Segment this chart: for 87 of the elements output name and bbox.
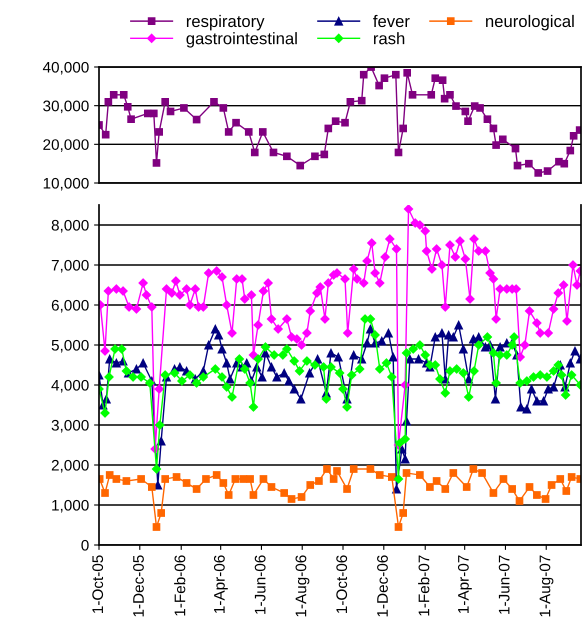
x-tick-label: 1-Dec-05: [133, 555, 144, 616]
x-tick-label: 1-Jun-07: [498, 555, 510, 614]
point: [366, 465, 374, 473]
point: [548, 481, 556, 489]
y-tick-label: 8,000: [52, 220, 89, 232]
legend-label: neurological: [486, 14, 574, 30]
point: [568, 473, 576, 481]
point: [106, 471, 114, 479]
point: [202, 475, 210, 483]
y-tick-label: 10,000: [44, 178, 89, 190]
legend-label: gastrointestinal: [186, 32, 297, 48]
point: [268, 483, 276, 491]
point: [172, 473, 180, 481]
point: [500, 475, 508, 483]
point: [298, 493, 306, 501]
point: [343, 485, 351, 493]
point: [157, 509, 165, 517]
point: [315, 477, 323, 485]
point: [212, 471, 220, 479]
point: [240, 475, 248, 483]
y-tick-label: 3,000: [52, 420, 89, 432]
point: [388, 473, 396, 481]
y-tick-label: 20,000: [43, 139, 89, 152]
point: [516, 497, 524, 505]
y-tick-label: 40,000: [42, 62, 89, 74]
point: [426, 483, 434, 491]
point: [441, 485, 450, 493]
point: [161, 475, 170, 483]
point: [470, 465, 478, 473]
point: [232, 475, 240, 483]
legend-label: rash: [374, 32, 404, 44]
x-tick-label: 1-Apr-07: [458, 555, 472, 613]
point: [112, 475, 120, 483]
y-tick-label: 5,000: [52, 340, 89, 352]
x-tick-label: 1-Aug-07: [540, 555, 554, 616]
point: [330, 475, 338, 483]
point: [556, 475, 564, 483]
point: [394, 523, 402, 531]
point: [508, 485, 516, 493]
point: [462, 483, 471, 491]
point: [122, 477, 130, 485]
point: [562, 487, 570, 495]
point: [137, 475, 145, 483]
y-tick-label: 4,000: [51, 380, 89, 392]
x-tick-label: 1-Oct-06: [336, 555, 348, 613]
point: [399, 509, 407, 517]
point: [101, 489, 109, 497]
x-tick-label: 1-Aug-06: [296, 555, 310, 616]
point: [288, 495, 296, 503]
point: [220, 479, 228, 487]
legend-label: respiratory: [186, 14, 264, 30]
point: [490, 489, 498, 497]
point: [280, 489, 288, 497]
legend-label: fever: [373, 14, 410, 28]
point: [192, 485, 200, 493]
point: [533, 491, 541, 499]
y-tick-label: 1,000: [52, 500, 89, 512]
point: [250, 491, 258, 499]
point: [416, 471, 424, 479]
point: [333, 467, 341, 475]
x-tick-label: 1-Dec-06: [377, 555, 388, 616]
x-tick-label: 1-Jun-06: [254, 555, 266, 614]
point: [449, 469, 458, 477]
y-tick-label: 0: [81, 540, 89, 551]
y-tick-label: 6,000: [52, 300, 89, 312]
x-tick-label: 1-Feb-07: [418, 555, 430, 616]
point: [182, 479, 190, 487]
point: [306, 481, 314, 489]
point: [246, 475, 254, 483]
y-tick-label: 7,000: [52, 260, 89, 272]
point: [260, 475, 268, 483]
point: [323, 465, 331, 473]
x-tick-label: 1-Oct-05: [92, 555, 104, 613]
point: [350, 465, 358, 473]
point: [542, 495, 550, 503]
point: [376, 471, 384, 479]
point: [526, 483, 534, 491]
point: [402, 469, 410, 477]
x-tick-label: 1-Feb-06: [174, 555, 186, 616]
point: [152, 523, 160, 531]
point: [224, 491, 233, 499]
point: [478, 469, 486, 477]
y-tick-label: 2,000: [52, 460, 89, 472]
y-tick-label: 30,000: [43, 100, 89, 114]
point: [432, 477, 440, 485]
x-tick-label: 1-Apr-06: [214, 555, 228, 613]
point: [148, 483, 156, 491]
